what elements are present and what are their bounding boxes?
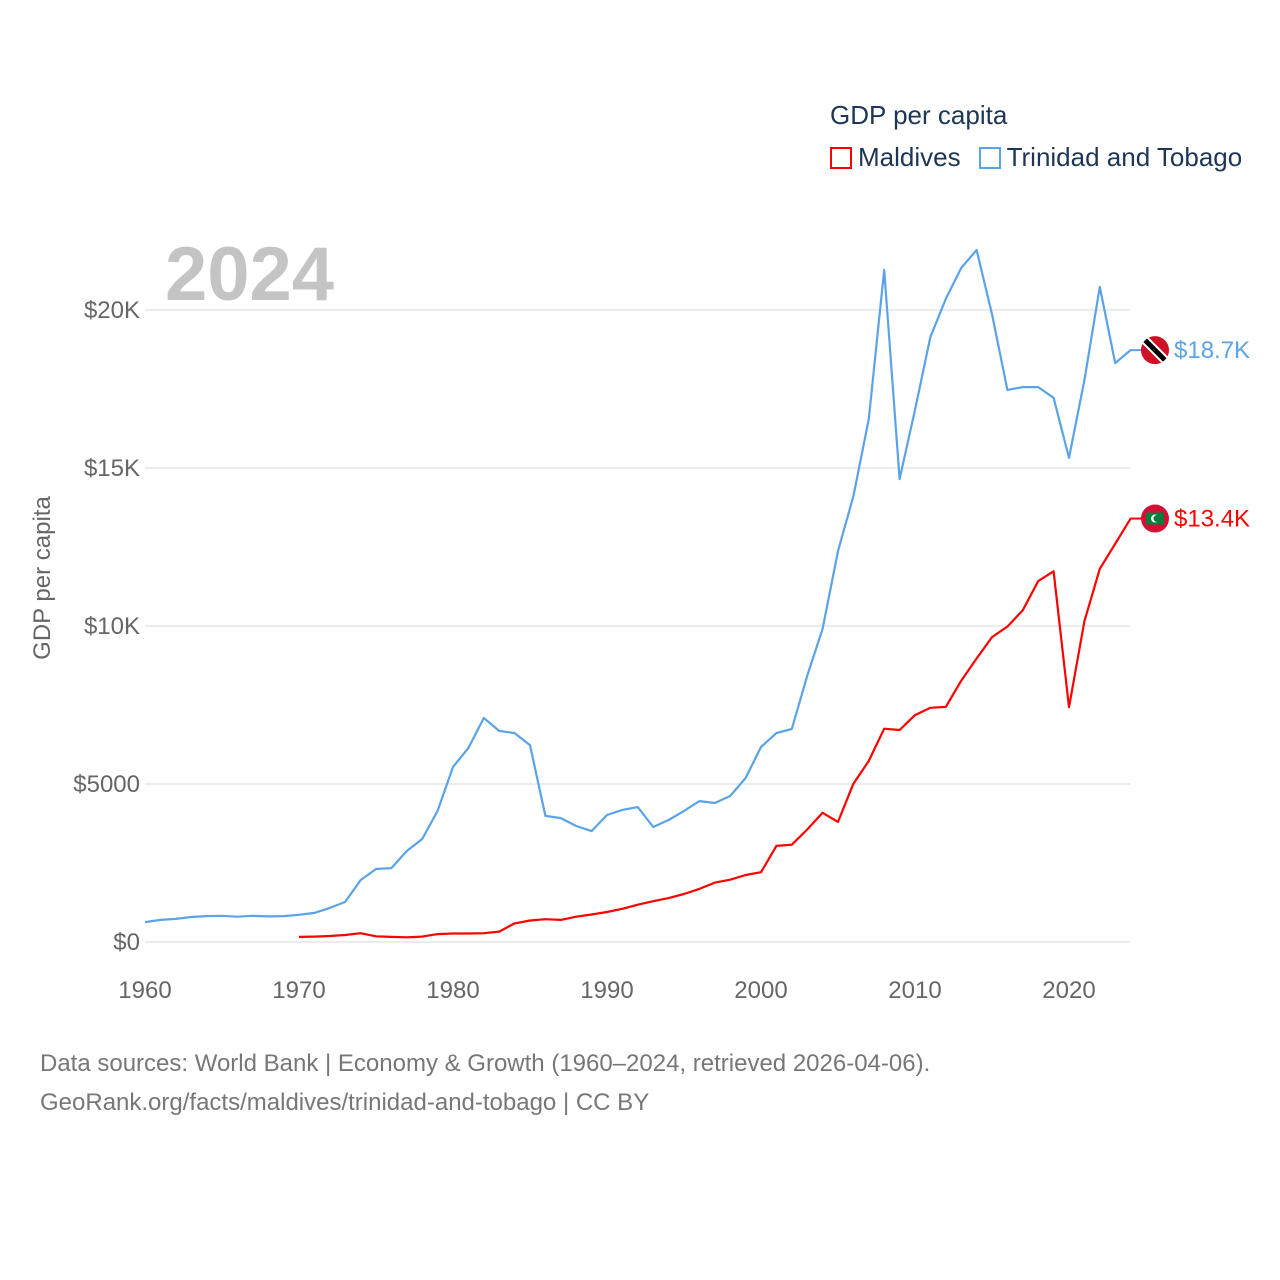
series-line-0[interactable] — [298, 518, 1132, 939]
legend: Maldives Trinidad and Tobago — [830, 142, 1242, 173]
maldives-flag-icon — [1141, 504, 1169, 533]
legend-item-trinidad[interactable]: Trinidad and Tobago — [978, 142, 1243, 173]
x-tick-label: 1970 — [272, 977, 325, 1004]
legend-swatch-maldives — [830, 146, 852, 169]
series-lines — [144, 248, 1132, 939]
year-watermark: 2024 — [165, 232, 334, 317]
legend-item-maldives[interactable]: Maldives — [830, 142, 961, 173]
trinidad-flag-icon — [1141, 336, 1169, 365]
legend-label: Trinidad and Tobago — [1006, 142, 1243, 172]
x-tick-label: 2000 — [734, 977, 787, 1004]
legend-swatch-trinidad — [978, 146, 1001, 169]
series-line-1[interactable] — [144, 248, 1132, 924]
legend-title: GDP per capita — [830, 100, 1008, 130]
end-value-label: $18.7K — [1174, 337, 1250, 364]
axis-ticks: $0 $5000 $10K $15K $20K 1960 1970 1980 1990 2000 2… — [73, 297, 1095, 1004]
end-labels: $13.4K $18.7K — [1130, 336, 1250, 533]
x-tick-label: 2020 — [1042, 977, 1095, 1004]
source-link[interactable]: GeoRank.org/facts/maldives/trinidad-and-… — [40, 1089, 650, 1116]
x-tick-label: 1960 — [118, 977, 171, 1004]
footer: Data sources: World Bank | Economy & Gro… — [40, 1044, 930, 1122]
x-tick-label: 1980 — [426, 977, 479, 1004]
grid — [145, 309, 1130, 943]
x-tick-label: 1990 — [580, 977, 633, 1004]
data-source-text: Data sources: World Bank | Economy & Gro… — [40, 1050, 931, 1077]
y-tick-label: $10K — [84, 613, 140, 640]
y-tick-label: $20K — [84, 297, 140, 324]
y-tick-label: $0 — [113, 929, 140, 956]
y-tick-label: $5000 — [73, 771, 140, 798]
x-tick-label: 2010 — [888, 977, 941, 1004]
end-value-label: $13.4K — [1174, 506, 1250, 533]
y-axis-label: GDP per capita — [29, 496, 56, 660]
y-tick-label: $15K — [84, 455, 140, 482]
legend-label: Maldives — [858, 142, 961, 172]
